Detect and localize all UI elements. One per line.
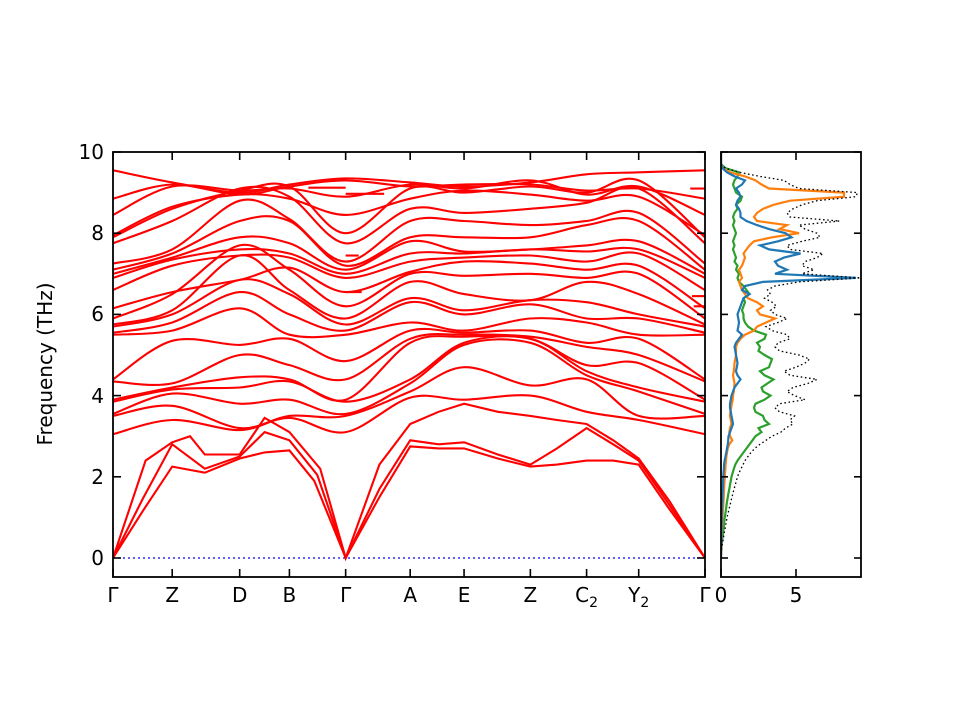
acoustic-band-2 [113,402,705,562]
acoustic-band-0 [113,445,705,561]
optical-band-8 [113,291,705,334]
phonon-bands [113,169,705,562]
dos-x-tick-label-0: 0 [715,583,728,607]
k-point-label-8: C2 [575,583,598,611]
k-point-label-6: E [458,583,471,607]
optical-band-20 [113,189,705,237]
pdos-blue-curve [721,152,857,558]
optical-band-13 [113,251,705,291]
optical-band-11 [113,243,705,320]
y-tick-label-6: 6 [91,302,104,326]
y-tick-label-0: 0 [91,546,104,570]
k-point-label-2: D [232,583,247,607]
optical-band-17 [113,198,705,265]
k-point-label-7: Z [524,583,538,607]
k-point-label-3: B [283,583,297,607]
y-tick-label-4: 4 [91,384,104,408]
k-point-label-1: Z [165,583,179,607]
y-tick-label-2: 2 [91,465,104,489]
k-point-labels: Γ Z D B Γ A E Z C2 Y2 Γ [107,583,711,611]
optical-band-1 [113,366,705,430]
pdos-green-curve [721,152,776,559]
k-point-label-0: Γ [107,583,119,607]
dos-curves [721,152,861,559]
k-point-label-10: Γ [699,583,711,607]
optical-band-12 [113,260,705,310]
optical-band-19 [113,177,705,239]
optical-band-4 [113,334,705,402]
k-point-label-4: Γ [340,583,352,607]
dos-panel-frame [720,151,862,578]
axis-ticks [112,151,861,577]
k-point-label-5: A [403,583,417,607]
y-axis-label: Frequency (THz) [33,282,57,445]
optical-band-3 [113,335,705,403]
optical-band-0 [113,394,705,436]
optical-band-5 [113,333,705,387]
acoustic-band-1 [113,426,705,561]
band-panel-frame [112,151,706,578]
optical-band-10 [113,254,705,326]
optical-band-23 [113,169,705,194]
chart-generated-content: Γ Z D B Γ A E Z C2 Y2 Γ [107,151,862,611]
optical-band-22 [113,179,705,200]
optical-band-9 [113,278,705,328]
optical-band-14 [113,246,705,279]
dos-x-tick-label-5: 5 [790,583,803,607]
optical-band-15 [113,235,705,275]
dos-total-curve [721,152,861,559]
optical-band-7 [113,307,705,339]
y-tick-label-8: 8 [91,221,104,245]
optical-band-6 [113,327,705,381]
k-point-label-9: Y2 [627,583,649,611]
optical-band-2 [113,338,705,416]
y-tick-label-10: 10 [79,140,104,164]
optical-band-16 [113,215,705,271]
optical-band-21 [113,179,705,216]
